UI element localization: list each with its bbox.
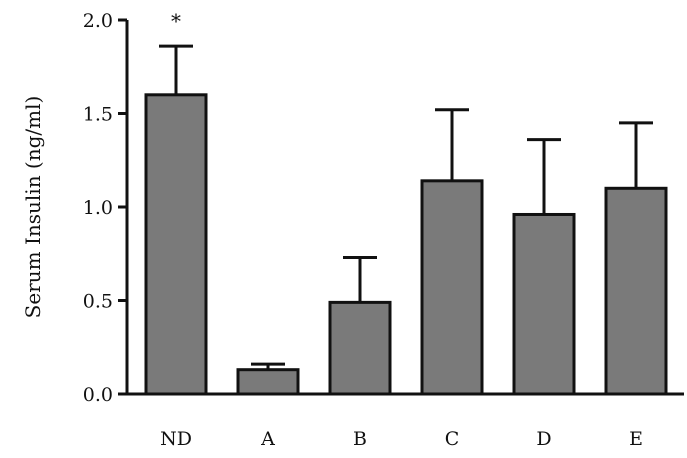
y-tick-label-4: 2.0 [83,10,113,32]
y-tick-label-3: 1.5 [83,104,113,126]
bar-c [420,179,484,396]
bar-d [512,212,576,396]
y-tick-label-1: 0.5 [83,291,113,313]
error-bars-group [159,44,653,370]
axes-group [125,20,684,396]
y-tick-label-0: 0.0 [83,384,113,406]
x-tick-label-b: B [353,428,367,450]
bar-e [604,186,668,396]
x-tick-label-e: E [629,428,643,450]
x-tick-label-c: C [445,428,460,450]
annotations-group: * [171,9,181,33]
x-tick-label-a: A [260,428,275,450]
bar-a [236,368,300,396]
bar-nd [144,93,208,396]
ticks-group: ND A B C D E 0.0 0.5 1.0 1.5 2.0 [83,10,643,450]
x-tick-label-nd: ND [160,428,192,450]
bar-b [328,300,392,396]
significance-asterisk-nd: * [171,9,181,33]
bars-group [144,93,668,396]
y-tick-label-2: 1.0 [83,197,113,219]
x-tick-label-d: D [536,428,551,450]
y-axis-title: Serum Insulin (ng/ml) [21,96,45,319]
